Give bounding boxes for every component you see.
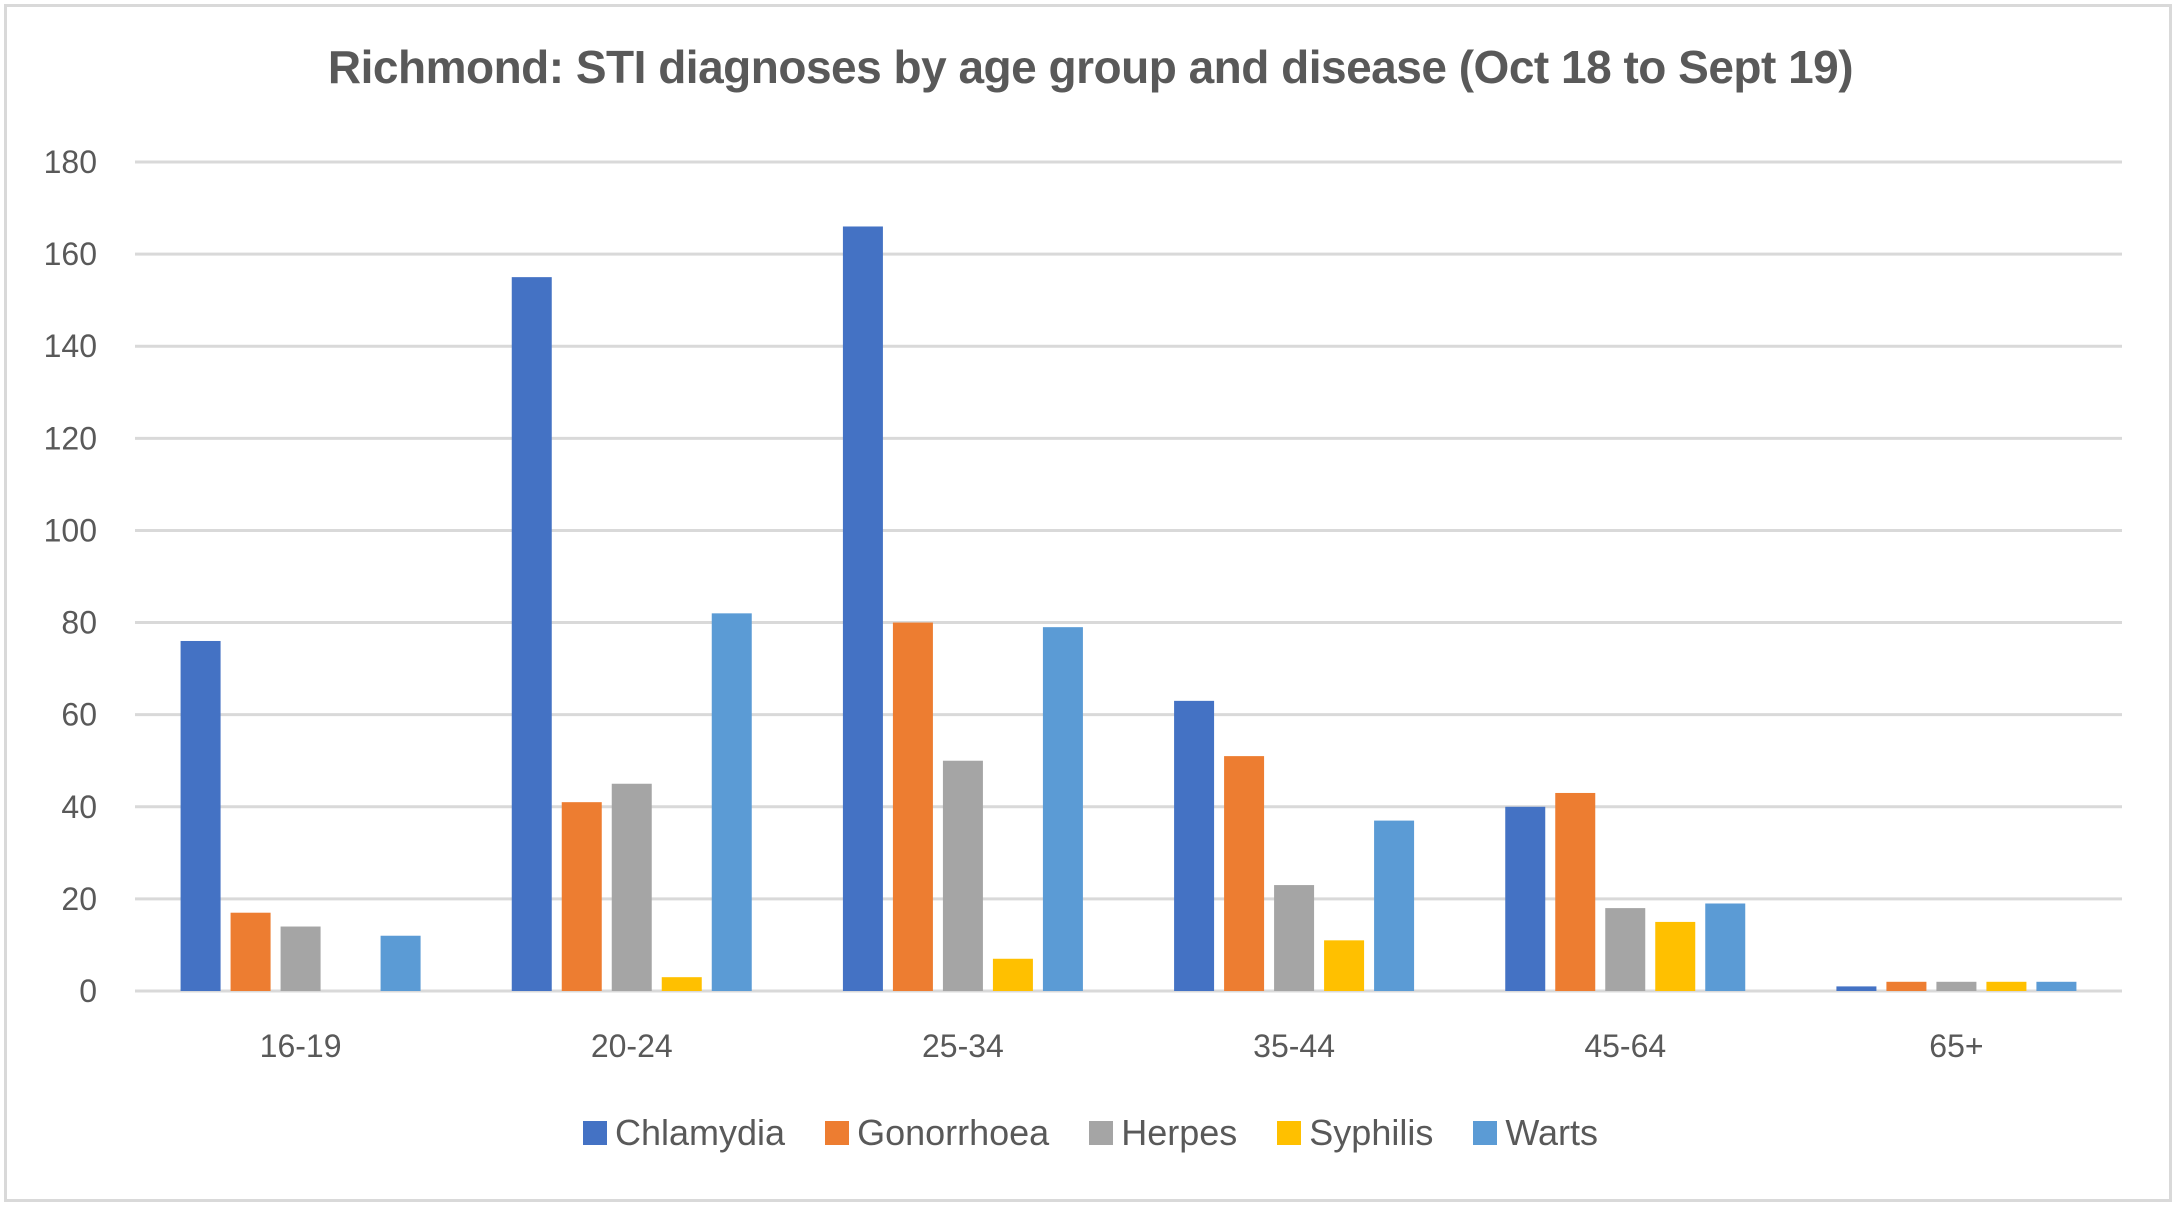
bar-syphilis-35-44 — [1324, 940, 1365, 991]
y-tick-label: 40 — [61, 789, 97, 825]
bar-warts-25-34 — [1042, 627, 1083, 991]
x-tick-label: 35-44 — [1253, 1028, 1335, 1064]
y-tick-label: 20 — [61, 881, 97, 917]
legend-swatch — [1473, 1121, 1498, 1145]
bar-chlamydia-65+ — [1836, 986, 1877, 991]
y-tick-label: 120 — [44, 420, 97, 456]
bar-chlamydia-45-64 — [1505, 806, 1546, 991]
bar-gonorrhoea-35-44 — [1224, 756, 1265, 991]
y-tick-label: 180 — [44, 144, 97, 180]
y-tick-label: 140 — [44, 328, 97, 364]
bar-chlamydia-25-34 — [842, 226, 883, 991]
bar-gonorrhoea-16-19 — [230, 912, 271, 991]
legend-swatch — [1277, 1121, 1302, 1145]
legend-item-warts: Warts — [1473, 1112, 1598, 1154]
bar-gonorrhoea-25-34 — [892, 622, 933, 991]
bar-herpes-65+ — [1936, 981, 1977, 991]
bar-warts-65+ — [2036, 981, 2077, 991]
bar-gonorrhoea-65+ — [1886, 981, 1927, 991]
legend-swatch — [825, 1121, 850, 1145]
legend-item-gonorrhoea: Gonorrhoea — [825, 1112, 1049, 1154]
bar-herpes-25-34 — [942, 760, 983, 991]
legend-label: Warts — [1505, 1112, 1598, 1153]
y-tick-label: 80 — [61, 605, 97, 641]
legend-label: Herpes — [1121, 1112, 1238, 1153]
legend-item-herpes: Herpes — [1089, 1112, 1237, 1154]
bar-chlamydia-16-19 — [180, 640, 221, 991]
bar-herpes-20-24 — [611, 783, 652, 991]
legend-label: Chlamydia — [615, 1112, 786, 1153]
bar-syphilis-25-34 — [992, 958, 1033, 991]
chart-frame — [4, 4, 2172, 1202]
y-tick-label: 0 — [79, 973, 97, 1009]
x-tick-label: 25-34 — [922, 1028, 1004, 1064]
bar-warts-16-19 — [380, 935, 421, 991]
bar-gonorrhoea-45-64 — [1555, 792, 1596, 991]
y-axis-ticks: 0 20 40 60 80 100 120 140 160 180 — [44, 144, 97, 1009]
y-tick-label: 160 — [44, 236, 97, 272]
x-tick-label: 45-64 — [1584, 1028, 1666, 1064]
bar-chlamydia-20-24 — [511, 277, 552, 991]
bar-herpes-45-64 — [1605, 908, 1646, 991]
bar-herpes-16-19 — [280, 926, 321, 991]
bar-syphilis-45-64 — [1655, 921, 1696, 991]
bar-gonorrhoea-20-24 — [561, 802, 602, 991]
y-tick-label: 100 — [44, 512, 97, 548]
bar-syphilis-20-24 — [661, 977, 702, 991]
bar-chlamydia-35-44 — [1174, 700, 1215, 991]
legend-swatch — [583, 1121, 607, 1145]
bar-syphilis-65+ — [1986, 981, 2027, 991]
bars — [180, 226, 2077, 991]
bar-warts-35-44 — [1374, 820, 1415, 991]
gridlines — [135, 160, 2122, 993]
legend-item-syphilis: Syphilis — [1277, 1112, 1433, 1154]
x-axis-ticks: 16-19 20-24 25-34 35-44 45-64 65+ — [260, 1028, 1984, 1064]
legend-swatch — [1089, 1121, 1114, 1145]
x-tick-label: 16-19 — [260, 1028, 342, 1064]
y-tick-label: 60 — [61, 697, 97, 733]
chart-title: Richmond: STI diagnoses by age group and… — [327, 41, 1854, 93]
x-tick-label: 20-24 — [591, 1028, 673, 1064]
legend-item-chlamydia: Chlamydia — [583, 1112, 785, 1154]
x-tick-label: 65+ — [1929, 1028, 1983, 1064]
bar-warts-45-64 — [1705, 903, 1746, 991]
legend-label: Syphilis — [1309, 1112, 1434, 1153]
legend-label: Gonorrhoea — [857, 1112, 1050, 1153]
legend: Chlamydia Gonorrhoea Herpes Syphilis Warts — [0, 1112, 2181, 1154]
bar-herpes-35-44 — [1274, 885, 1315, 991]
bar-warts-20-24 — [711, 613, 752, 991]
